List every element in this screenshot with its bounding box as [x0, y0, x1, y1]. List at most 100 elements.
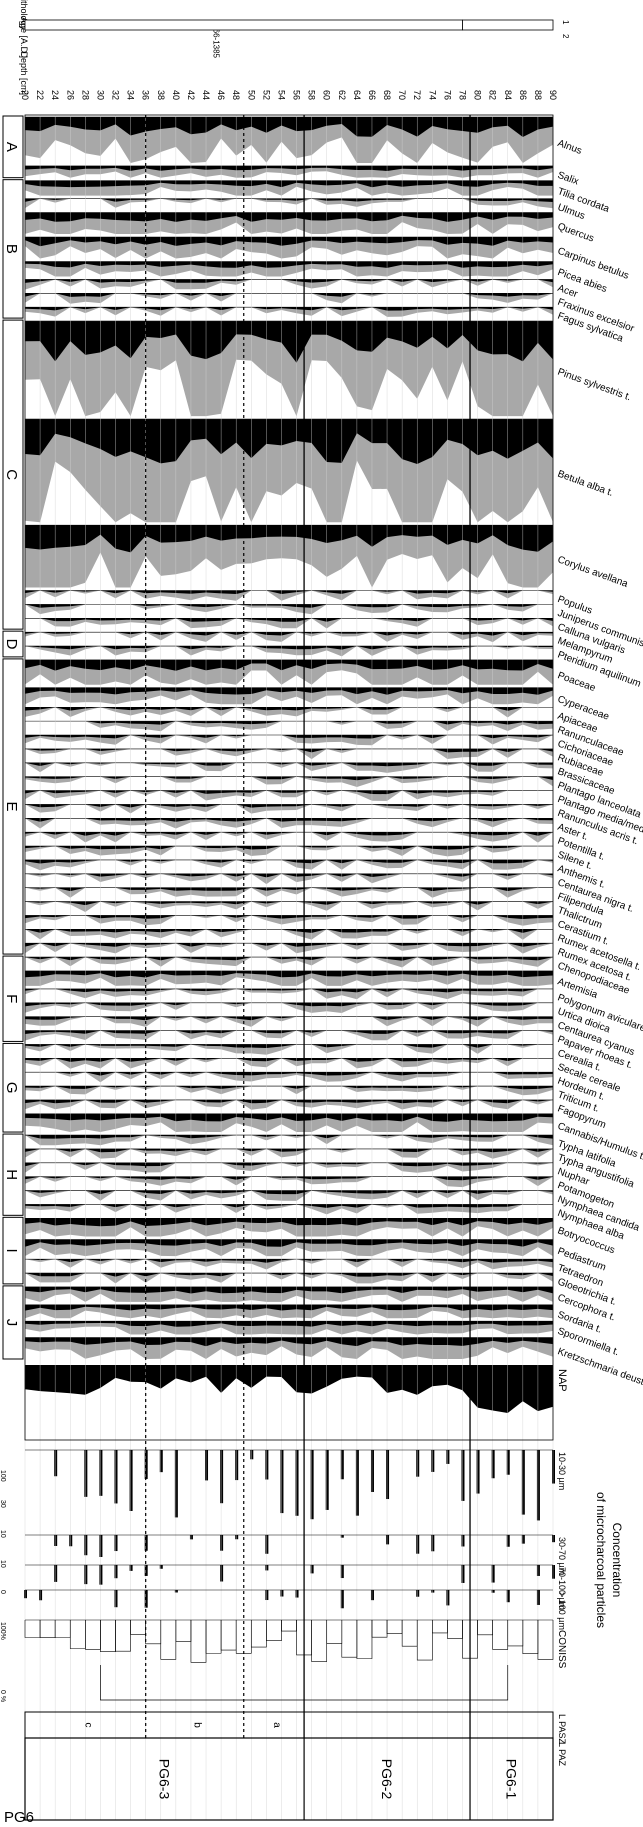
charcoal-bar — [537, 1590, 540, 1605]
charcoal-bar — [99, 1535, 102, 1557]
charcoal-bar — [99, 1450, 102, 1496]
coniss-scale-max: 100% — [0, 1622, 6, 1640]
charcoal-bar — [552, 1565, 555, 1579]
charcoal-bar — [280, 1450, 283, 1513]
charcoal-bar — [250, 1450, 253, 1459]
lithology-unit-1 — [462, 20, 553, 30]
charcoal-bar — [175, 1450, 178, 1517]
charcoal-bar — [371, 1590, 374, 1600]
site-title: PG6 — [4, 1809, 34, 1826]
depth-tick-label: 76 — [442, 90, 452, 100]
charcoal-bar — [341, 1450, 344, 1479]
depth-tick-label: 48 — [231, 90, 241, 100]
charcoal-bar — [522, 1450, 525, 1515]
charcoal-bar — [446, 1590, 449, 1605]
depth-tick-label: 38 — [156, 90, 166, 100]
depth-tick-label: 30 — [95, 90, 105, 100]
charcoal-bar — [130, 1450, 133, 1511]
charcoal-bar — [507, 1450, 510, 1475]
depth-tick-label: 82 — [488, 90, 498, 100]
charcoal-bar — [431, 1590, 434, 1593]
depth-tick-label: 78 — [457, 90, 467, 100]
charcoal-scale-value: 10 — [0, 1560, 6, 1568]
charcoal-bar — [386, 1450, 389, 1499]
charcoal-bar — [235, 1450, 238, 1480]
charcoal-bar — [115, 1590, 118, 1607]
charcoal-bar — [205, 1450, 208, 1480]
charcoal-bar — [265, 1535, 268, 1554]
charcoal-bar — [341, 1590, 344, 1608]
charcoal-bar — [24, 1590, 27, 1598]
depth-tick-label: 36 — [141, 90, 151, 100]
charcoal-bar — [341, 1565, 344, 1578]
charcoal-bar — [492, 1590, 495, 1593]
charcoal-bar — [446, 1450, 449, 1464]
coniss-label: CONISS — [556, 1630, 567, 1669]
depth-tick-label: 88 — [533, 90, 543, 100]
depth-tick-label: 72 — [412, 90, 422, 100]
zone-label-1: PG6-2 — [379, 1759, 395, 1800]
charcoal-bar — [265, 1450, 268, 1480]
depth-tick-label: 90 — [548, 90, 558, 100]
charcoal-bar — [115, 1535, 118, 1551]
depth-tick-label: 70 — [397, 90, 407, 100]
charcoal-bar — [54, 1535, 57, 1546]
depth-axis-label: Depth [cm] — [19, 51, 29, 95]
charcoal-bar — [537, 1565, 540, 1576]
charcoal-bar — [220, 1565, 223, 1582]
charcoal-bar — [280, 1590, 283, 1597]
charcoal-bar — [386, 1535, 389, 1544]
charcoal-class-3: > 100 µm — [557, 1592, 567, 1630]
zone-label-0: PG6-3 — [157, 1759, 173, 1800]
lithology-unit-2 — [25, 20, 462, 30]
charcoal-bar — [416, 1450, 419, 1477]
charcoal-bar — [115, 1565, 118, 1578]
charcoal-bar — [431, 1450, 434, 1472]
charcoal-bar — [552, 1450, 555, 1484]
charcoal-bar — [296, 1590, 299, 1598]
depth-tick-label: 42 — [186, 90, 196, 100]
charcoal-bar — [477, 1450, 480, 1494]
charcoal-bar — [130, 1565, 133, 1571]
depth-tick-label: 64 — [352, 90, 362, 100]
charcoal-bar — [265, 1590, 268, 1600]
charcoal-bar — [461, 1450, 464, 1501]
depth-tick-label: 28 — [80, 90, 90, 100]
depth-tick-label: 74 — [427, 90, 437, 100]
charcoal-bar — [431, 1535, 434, 1551]
charcoal-bar — [492, 1450, 495, 1478]
charcoal-bar — [84, 1450, 87, 1497]
charcoal-bar — [311, 1450, 314, 1519]
charcoal-bar — [552, 1535, 555, 1542]
charcoal-bar — [296, 1450, 299, 1516]
depth-tick-label: 40 — [171, 90, 181, 100]
charcoal-bar — [492, 1565, 495, 1583]
depth-tick-label: 84 — [503, 90, 513, 100]
charcoal-bar — [416, 1590, 419, 1597]
charcoal-bar — [220, 1535, 223, 1551]
charcoal-bar — [160, 1450, 163, 1472]
charcoal-bar — [371, 1450, 374, 1492]
depth-tick-label: 54 — [276, 90, 286, 100]
depth-tick-label: 26 — [65, 90, 75, 100]
subzone-label-c: c — [82, 1723, 93, 1728]
depth-tick-label: 66 — [367, 90, 377, 100]
charcoal-title-2: of microcharcoal particles — [594, 1492, 608, 1628]
depth-tick-label: 44 — [201, 90, 211, 100]
charcoal-bar — [265, 1565, 268, 1570]
charcoal-bar — [461, 1535, 464, 1546]
depth-tick-label: 20 — [20, 90, 30, 100]
lpaz-label: L PAZ — [557, 1742, 567, 1767]
charcoal-bar — [507, 1535, 510, 1547]
charcoal-bar — [235, 1535, 238, 1539]
depth-tick-label: 80 — [473, 90, 483, 100]
depth-tick-label: 50 — [246, 90, 256, 100]
group-letter-A: A — [3, 142, 20, 152]
group-letter-I: I — [3, 1249, 20, 1253]
charcoal-bar — [326, 1450, 329, 1510]
charcoal-scale-value: 10 — [0, 1530, 6, 1538]
depth-tick-label: 68 — [382, 90, 392, 100]
charcoal-scale-value: 30 — [0, 1500, 6, 1508]
coniss-scale-min: 0 % — [0, 1690, 6, 1702]
depth-tick-label: 24 — [50, 90, 60, 100]
